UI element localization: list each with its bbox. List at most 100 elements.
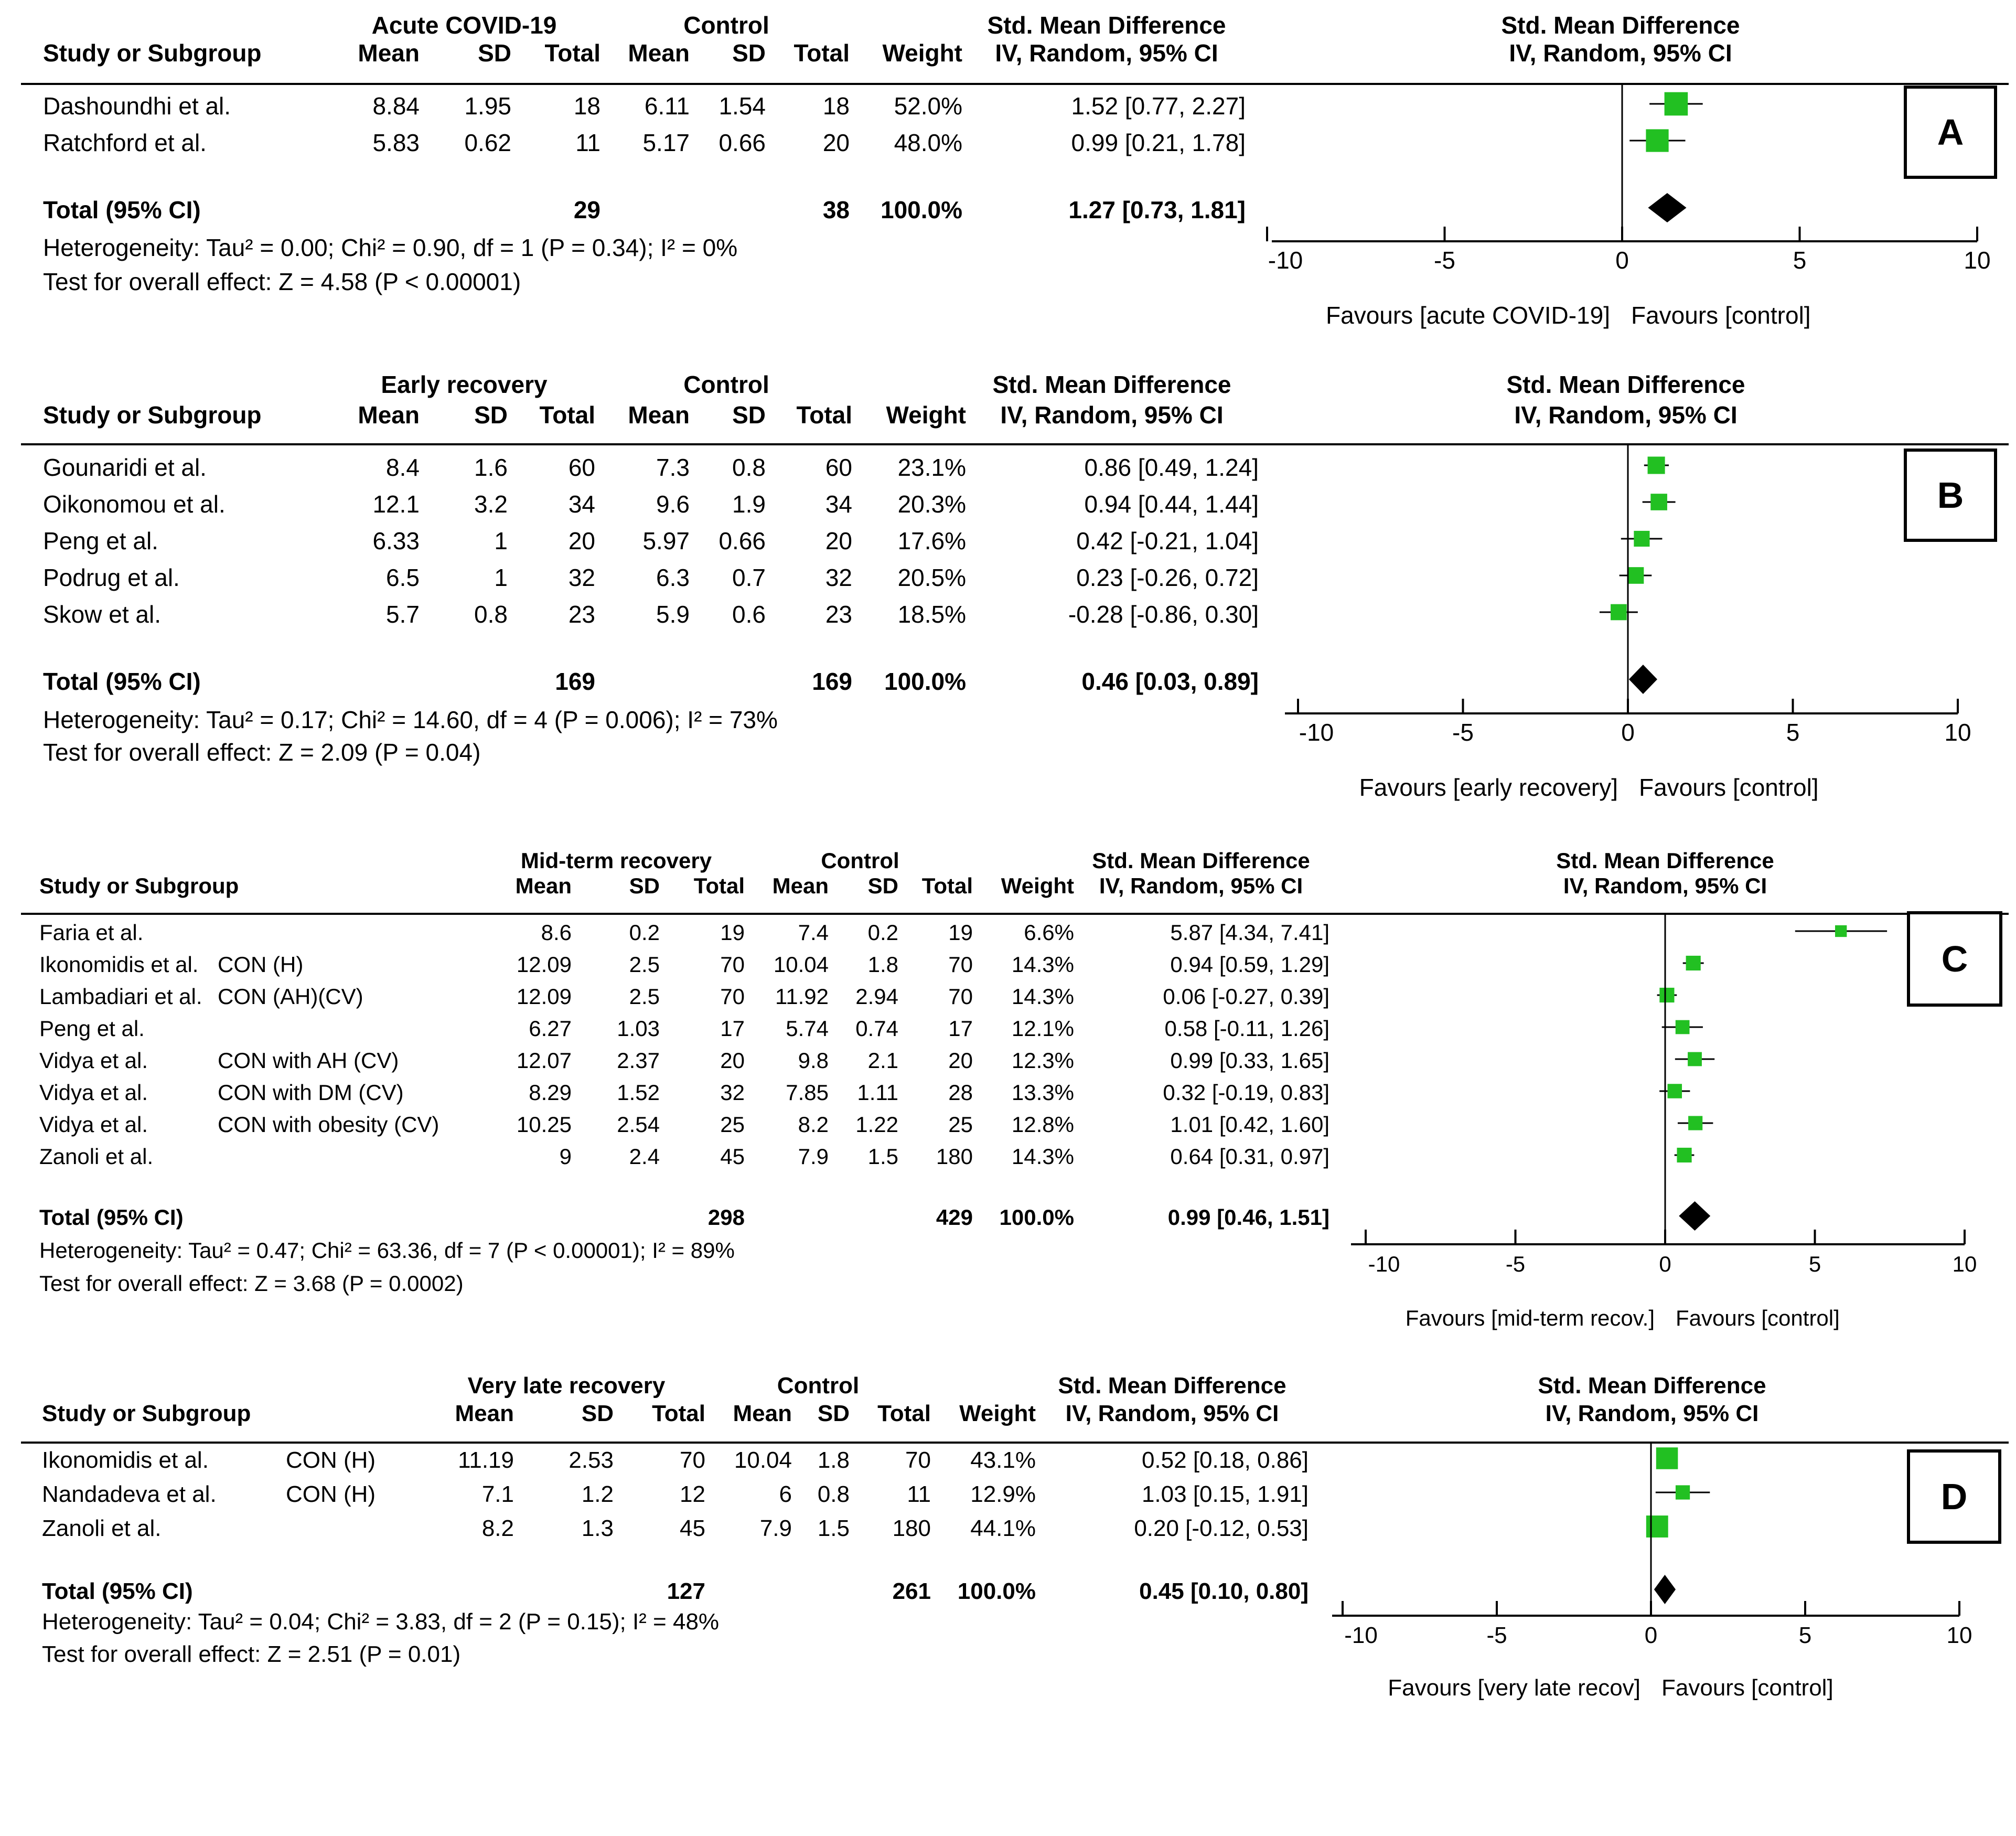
study-col-header: Study or Subgroup <box>39 873 239 898</box>
mean1-cell: 8.6 <box>541 920 572 945</box>
plot-effect-header: Std. Mean Difference <box>1538 1373 1766 1399</box>
favours-right-label: Favours [control] <box>1661 1675 1833 1701</box>
total1-cell: 29 <box>573 196 600 223</box>
weight-cell: 43.1% <box>970 1447 1036 1473</box>
ci-cell: 0.99 [0.21, 1.78] <box>1071 129 1246 156</box>
favours-left-label: Favours [mid-term recov.] <box>1406 1306 1655 1330</box>
sd1-header: SD <box>474 401 508 429</box>
ci-cell: 0.23 [-0.26, 0.72] <box>1076 563 1259 591</box>
total-weight-cell: 100.0% <box>880 196 962 223</box>
total2-header: Total <box>877 1401 931 1426</box>
ci-cell: 0.64 [0.31, 0.97] <box>1170 1144 1329 1169</box>
mean1-cell: 8.4 <box>386 453 420 481</box>
study-subgroup: CON (AH)(CV) <box>218 984 363 1009</box>
study-name: Zanoli et al. <box>42 1515 162 1541</box>
sd1-header: SD <box>478 39 511 67</box>
study-name: Vidya et al. <box>39 1080 148 1105</box>
mean1-cell: 8.29 <box>529 1080 572 1105</box>
total1-header: Total <box>693 873 745 898</box>
total1-cell: 12 <box>680 1481 705 1507</box>
pooled-effect-diamond <box>1648 193 1687 222</box>
total1-cell: 70 <box>720 952 745 977</box>
study-name: Gounaridi et al. <box>43 453 207 481</box>
x-tick-label: -5 <box>1506 1252 1525 1276</box>
total1-cell: 60 <box>568 453 595 481</box>
ci-cell: 0.32 [-0.19, 0.83] <box>1163 1080 1329 1105</box>
favours-right-label: Favours [control] <box>1631 302 1811 329</box>
mean1-cell: 12.09 <box>516 952 572 977</box>
sd2-cell: 1.22 <box>855 1112 898 1137</box>
total1-cell: 169 <box>555 667 595 695</box>
total-ci-cell: 0.46 [0.03, 0.89] <box>1081 667 1259 695</box>
weight-cell: 17.6% <box>897 527 966 554</box>
study-effect-square <box>1659 987 1675 1003</box>
heterogeneity-text: Heterogeneity: Tau² = 0.04; Chi² = 3.83,… <box>42 1609 720 1635</box>
total-ci-cell: 0.45 [0.10, 0.80] <box>1139 1578 1309 1604</box>
x-tick-label: 10 <box>1964 247 1990 274</box>
total2-cell: 18 <box>822 92 850 120</box>
study-effect-square <box>1688 1052 1702 1066</box>
study-effect-square <box>1647 456 1665 474</box>
pooled-effect-diamond <box>1628 665 1657 694</box>
favours-left-label: Favours [acute COVID-19] <box>1326 302 1610 329</box>
favours-right-label: Favours [control] <box>1639 774 1819 801</box>
ci-cell: -0.28 [-0.86, 0.30] <box>1068 600 1259 628</box>
study-name: Peng et al. <box>43 527 158 554</box>
ci-cell: 0.06 [-0.27, 0.39] <box>1163 984 1329 1009</box>
x-tick-label: 0 <box>1621 719 1635 746</box>
total1-cell: 25 <box>720 1112 745 1137</box>
ci-cell: 5.87 [4.34, 7.41] <box>1170 920 1329 945</box>
total2-cell: 180 <box>936 1144 973 1169</box>
mean2-cell: 5.9 <box>656 600 690 628</box>
study-effect-square <box>1646 1515 1668 1538</box>
sd1-cell: 1.6 <box>474 453 508 481</box>
group1-header: Acute COVID-19 <box>371 12 557 39</box>
x-tick-label: -10 <box>1299 719 1334 746</box>
overall-effect-text: Test for overall effect: Z = 4.58 (P < 0… <box>43 268 521 296</box>
weight-cell: 48.0% <box>894 129 962 156</box>
x-tick-label: -10 <box>1368 1252 1400 1276</box>
study-name: Vidya et al. <box>39 1048 148 1073</box>
sd1-cell: 3.2 <box>474 490 508 518</box>
heterogeneity-text: Heterogeneity: Tau² = 0.17; Chi² = 14.60… <box>43 706 778 734</box>
total2-header: Total <box>793 39 850 67</box>
mean2-cell: 5.17 <box>642 129 690 156</box>
study-effect-square <box>1675 1485 1690 1500</box>
x-tick-label: 10 <box>1944 719 1971 746</box>
total2-cell: 19 <box>948 920 973 945</box>
total-label: Total (95% CI) <box>43 196 201 223</box>
weight-cell: 18.5% <box>897 600 966 628</box>
weight-header: Weight <box>1001 873 1074 898</box>
study-effect-square <box>1627 567 1644 584</box>
plot-effect-header: Std. Mean Difference <box>1556 848 1774 873</box>
sd1-header: SD <box>581 1401 614 1426</box>
total1-cell: 127 <box>667 1578 705 1604</box>
overall-effect-text: Test for overall effect: Z = 3.68 (P = 0… <box>39 1271 464 1296</box>
sd2-cell: 1.11 <box>857 1080 898 1105</box>
study-subgroup: CON with obesity (CV) <box>218 1112 439 1137</box>
weight-cell: 20.3% <box>897 490 966 518</box>
weight-header: Weight <box>882 39 962 67</box>
weight-cell: 44.1% <box>970 1515 1036 1541</box>
total1-cell: 298 <box>707 1205 745 1230</box>
study-name: Nandadeva et al. <box>42 1481 217 1507</box>
mean2-cell: 6.3 <box>656 563 690 591</box>
study-effect-square <box>1611 604 1627 621</box>
forest-panel-a: Acute COVID-19 Control Std. Mean Differenc… <box>0 0 2016 472</box>
study-name: Ikonomidis et al. <box>42 1447 209 1473</box>
total2-cell: 169 <box>812 667 852 695</box>
group2-header: Control <box>821 848 899 873</box>
x-tick-label: 5 <box>1799 1622 1811 1648</box>
mean2-header: Mean <box>733 1401 792 1426</box>
group1-header: Mid-term recovery <box>520 848 712 873</box>
method-header: IV, Random, 95% CI <box>1099 873 1303 898</box>
mean2-cell: 5.74 <box>786 1016 829 1041</box>
sd2-cell: 2.1 <box>867 1048 898 1073</box>
mean1-cell: 10.25 <box>516 1112 572 1137</box>
group2-header: Control <box>683 371 769 398</box>
total-weight-cell: 100.0% <box>999 1205 1074 1230</box>
total2-cell: 34 <box>825 490 852 518</box>
overall-effect-text: Test for overall effect: Z = 2.09 (P = 0… <box>43 739 481 766</box>
method-header: IV, Random, 95% CI <box>1000 401 1224 429</box>
study-name: Ikonomidis et al. <box>39 952 199 977</box>
